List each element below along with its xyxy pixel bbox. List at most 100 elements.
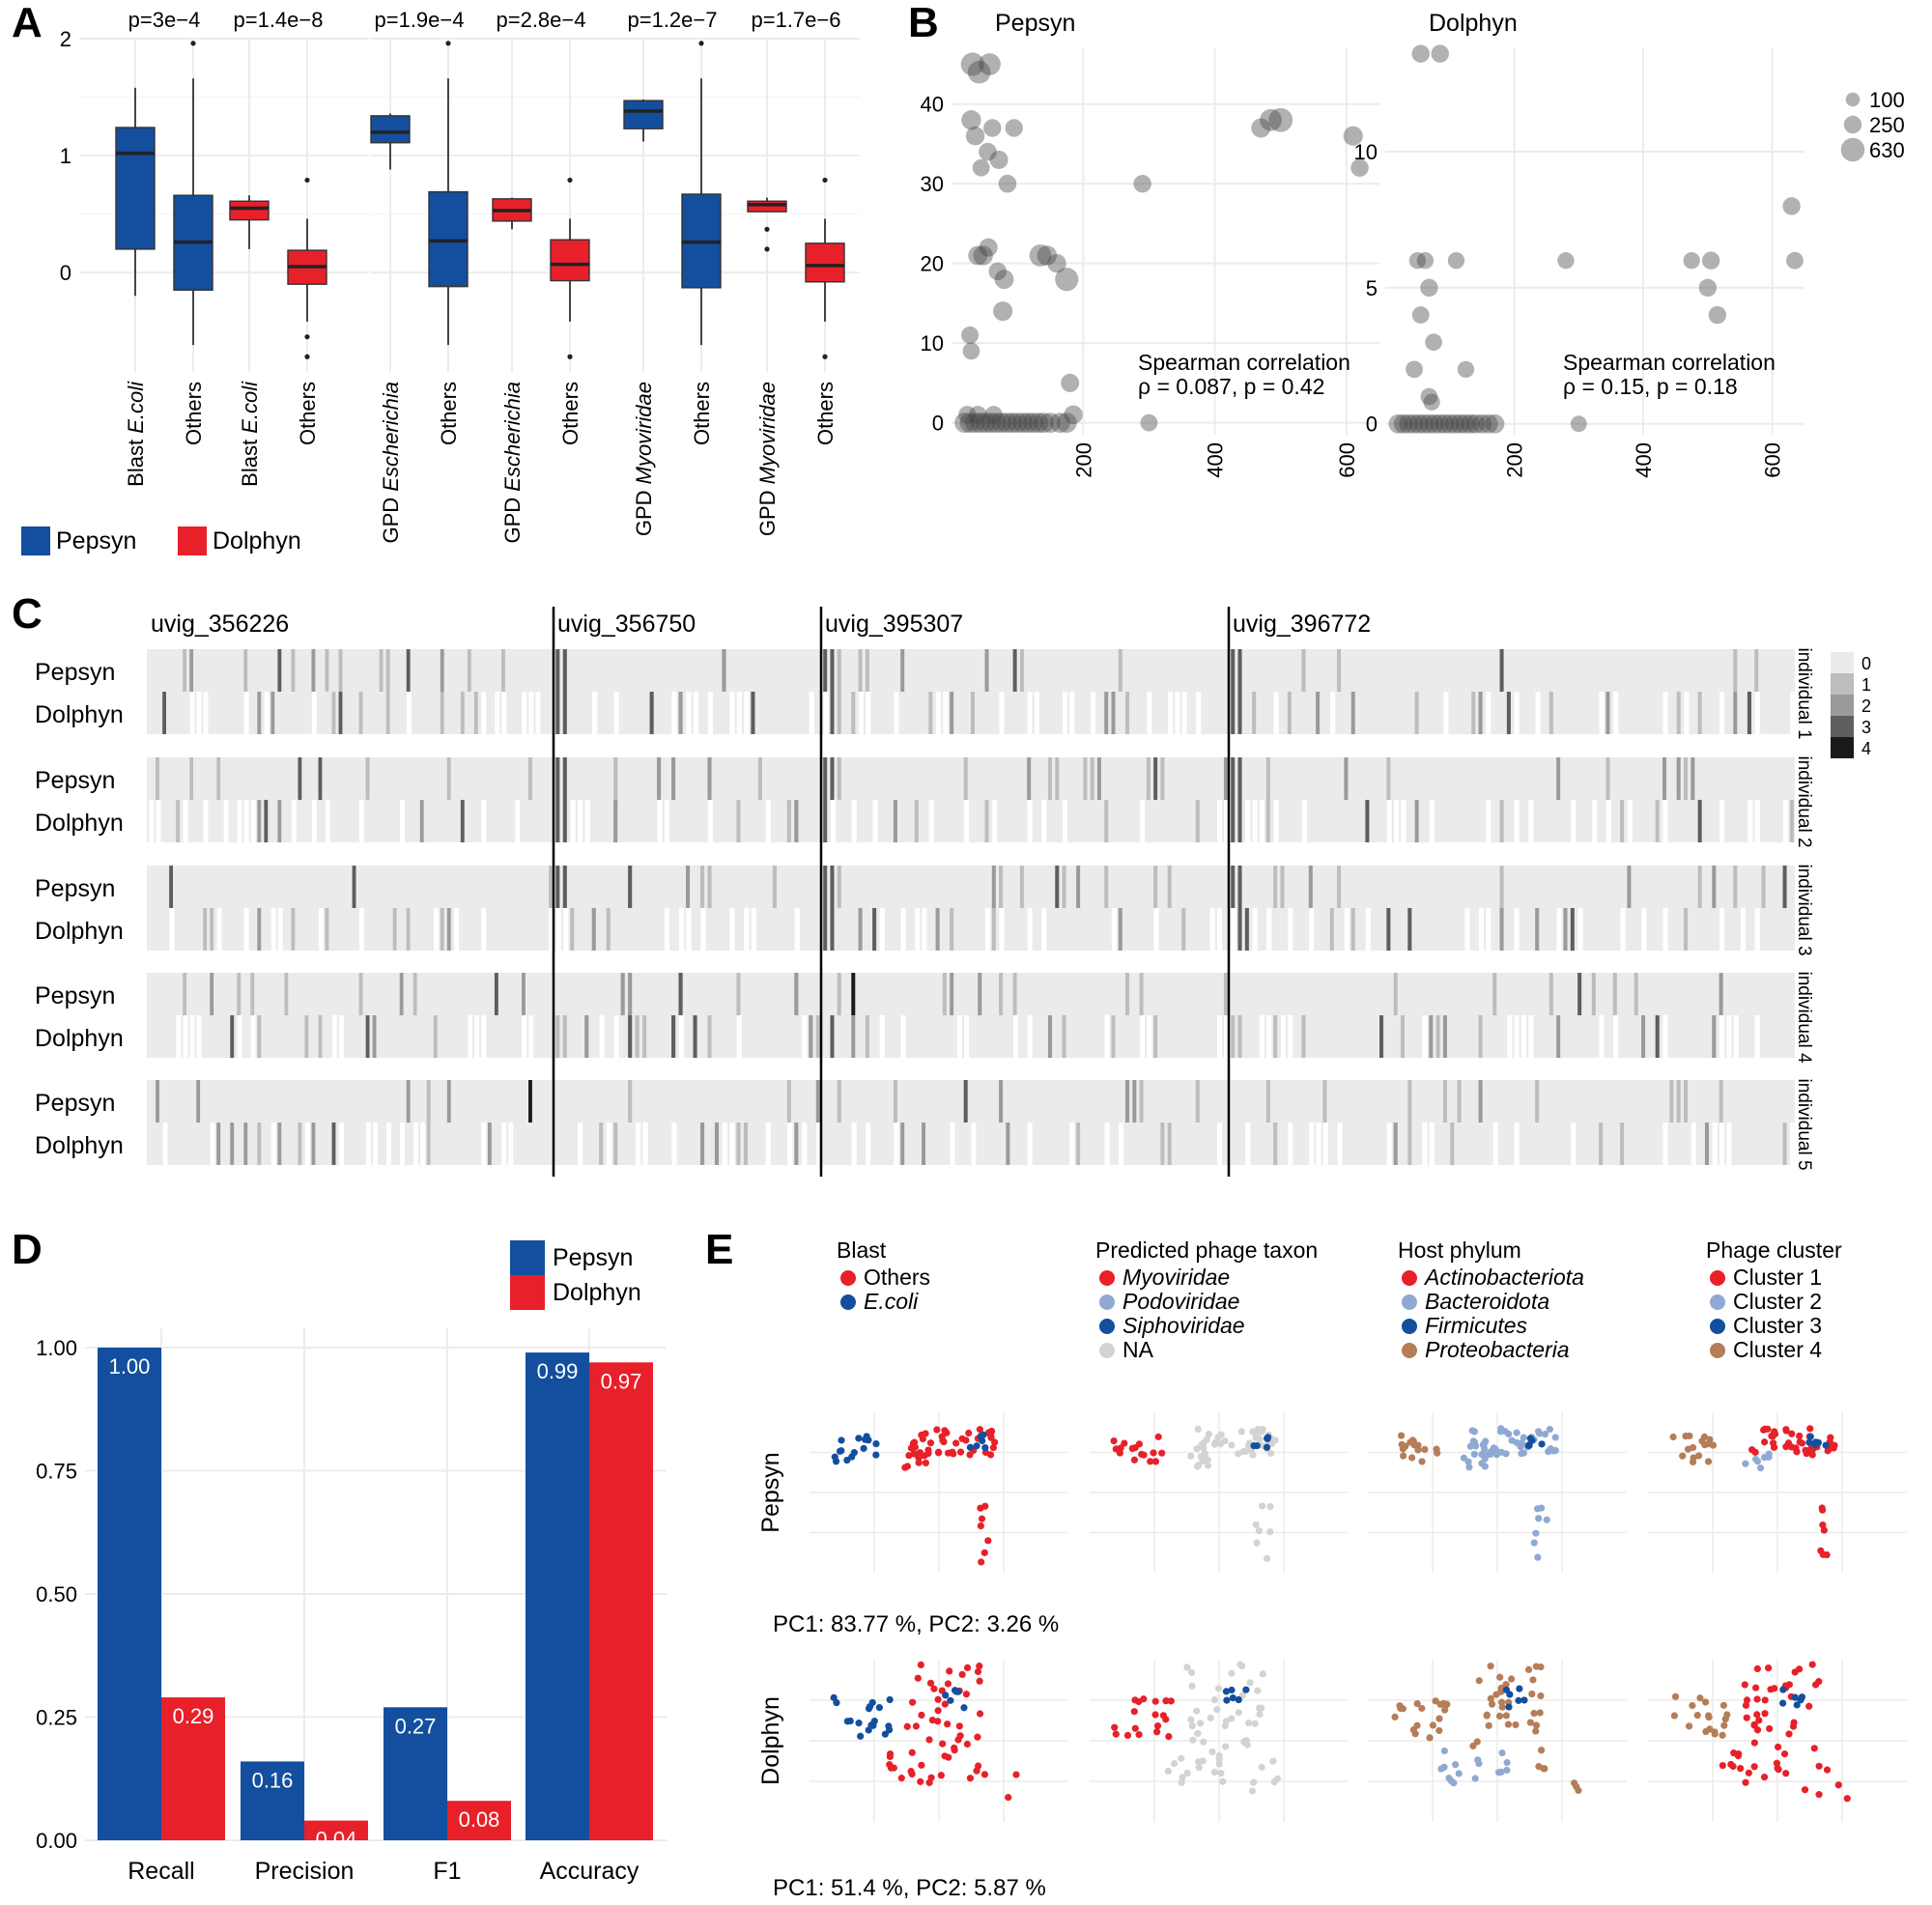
- panel-e-legend-dot: [1402, 1294, 1417, 1310]
- panel-c-heatmap-cell: [786, 1080, 791, 1123]
- panel-c-heatmap-gap: [1747, 800, 1753, 842]
- panel-e-point: [1237, 1428, 1245, 1436]
- panel-e-point: [1481, 1463, 1489, 1470]
- panel-c-heatmap-gap: [664, 908, 670, 951]
- panel-c-heatmap-cell: [736, 800, 741, 842]
- panel-c-heatmap-bg: [147, 866, 554, 908]
- panel-c-heatmap-cell: [1733, 649, 1738, 692]
- panel-c-heatmap-cell: [1096, 757, 1101, 800]
- panel-e-point: [960, 1704, 968, 1712]
- panel-e-point: [908, 1749, 916, 1756]
- panel-c-heatmap-gap: [156, 800, 161, 842]
- panel-c-heatmap-gap: [1719, 692, 1725, 734]
- panel-e-point: [1701, 1441, 1709, 1449]
- panel-c-heatmap-cell: [406, 908, 411, 951]
- panel-c-heatmap-cell: [1683, 1080, 1689, 1123]
- panel-e-point: [1765, 1664, 1773, 1672]
- panel-e-point: [1264, 1554, 1271, 1562]
- panel-e-point: [866, 1703, 874, 1711]
- panel-c-heatmap-cell: [1683, 757, 1689, 800]
- panel-e-point: [1706, 1436, 1714, 1443]
- panel-c-heatmap-cell: [1118, 908, 1122, 951]
- panel-c-heatmap-cell: [772, 866, 777, 908]
- panel-e-point: [1251, 1720, 1259, 1727]
- panel-c-heatmap-cell: [1012, 649, 1017, 692]
- panel-c-heatmap-gap: [535, 692, 541, 734]
- panel-c-heatmap-cell: [1019, 866, 1024, 908]
- panel-c-heatmap-cell: [1499, 800, 1504, 842]
- panel-e-point: [1503, 1766, 1511, 1775]
- panel-e-point: [1806, 1433, 1814, 1440]
- panel-e-point: [1824, 1447, 1832, 1455]
- panel-b-point: [1414, 413, 1434, 434]
- panel-c-row-label: Dolphyn: [35, 810, 124, 837]
- panel-e-point: [914, 1674, 922, 1682]
- panel-c-heatmap-cell: [671, 757, 676, 800]
- panel-c-heatmap-cell: [1048, 757, 1053, 800]
- panel-c-heatmap-gap: [1514, 1123, 1520, 1165]
- panel-c-heatmap-gap: [1790, 692, 1796, 734]
- panel-e-point: [1263, 1443, 1271, 1451]
- panel-e-point: [1530, 1709, 1538, 1718]
- panel-c-heatmap-cell: [1591, 973, 1596, 1015]
- panel-a-box: [229, 200, 270, 221]
- panel-c-heatmap-cell: [1733, 692, 1738, 734]
- panel-c-heatmap-gap: [592, 692, 598, 734]
- panel-e-point: [1753, 1695, 1761, 1703]
- panel-a-x-tick-plain: Blast: [238, 434, 262, 487]
- panel-e-point: [1810, 1745, 1818, 1752]
- panel-c-heatmap-cell: [1153, 1015, 1158, 1058]
- panel-c-heatmap-cell: [837, 973, 841, 1015]
- panel-e-point: [1808, 1661, 1816, 1668]
- panel-c-heatmap-gap: [223, 800, 229, 842]
- panel-e-point: [1720, 1721, 1728, 1729]
- panel-e-point: [1812, 1438, 1820, 1446]
- panel-b-point: [1037, 245, 1058, 266]
- panel-e-legend-dot: [840, 1294, 856, 1310]
- panel-c-heatmap-gap: [802, 1015, 808, 1058]
- panel-c-heatmap-bg: [147, 1015, 554, 1058]
- panel-c-heatmap-cell: [649, 692, 654, 734]
- panel-e-point: [1450, 1779, 1458, 1787]
- panel-e-point: [1164, 1767, 1172, 1776]
- panel-c-heatmap-gap: [866, 1123, 871, 1165]
- panel-c-heatmap-cell: [1265, 757, 1270, 800]
- panel-c-heatmap-cell: [1599, 1123, 1604, 1165]
- panel-e-point: [1537, 1663, 1545, 1671]
- panel-c-heatmap-cell: [365, 1015, 370, 1058]
- panel-e-point: [1818, 1506, 1827, 1514]
- panel-c-heatmap-cell: [1231, 757, 1236, 800]
- panel-c-heatmap-gap: [858, 692, 865, 734]
- panel-e-point: [1508, 1436, 1516, 1444]
- panel-c-heatmap-cell: [1655, 1015, 1660, 1058]
- panel-c-heatmap-cell: [628, 973, 633, 1015]
- panel-c-heatmap-cell: [613, 800, 618, 842]
- panel-e-point: [1756, 1464, 1765, 1472]
- panel-e-point: [1410, 1441, 1418, 1449]
- panel-e-point: [1760, 1774, 1769, 1781]
- panel-e-point: [1130, 1456, 1139, 1464]
- panel-e-point: [1179, 1774, 1186, 1781]
- panel-c-heatmap-gap: [237, 1015, 242, 1058]
- panel-c-heatmap-gap: [1401, 800, 1406, 842]
- panel-c-heatmap-cell: [1223, 757, 1228, 800]
- panel-c-heatmap-cell: [1167, 866, 1172, 908]
- panel-e-point: [1761, 1696, 1769, 1704]
- panel-c-heatmap-gap: [1571, 1123, 1577, 1165]
- panel-c-heatmap-cell: [440, 649, 444, 692]
- panel-e-point: [1788, 1430, 1796, 1437]
- panel-c-legend-swatch: [1831, 716, 1854, 737]
- panel-e-point: [869, 1721, 877, 1729]
- panel-c-heatmap-cell: [311, 1123, 316, 1165]
- panel-e-point: [1253, 1539, 1261, 1547]
- panel-c-heatmap-bg: [1229, 800, 1795, 842]
- panel-e-point: [1704, 1712, 1713, 1720]
- panel-c-heatmap-gap: [1196, 692, 1202, 734]
- panel-e-point: [944, 1449, 952, 1457]
- panel-c-heatmap-gap: [707, 800, 714, 842]
- panel-c-individual-label: individual 3: [1794, 864, 1814, 955]
- panel-c-heatmap-gap: [189, 692, 195, 734]
- panel-e-point: [1670, 1712, 1678, 1720]
- panel-e-point: [1779, 1699, 1787, 1707]
- panel-b-point: [976, 412, 996, 434]
